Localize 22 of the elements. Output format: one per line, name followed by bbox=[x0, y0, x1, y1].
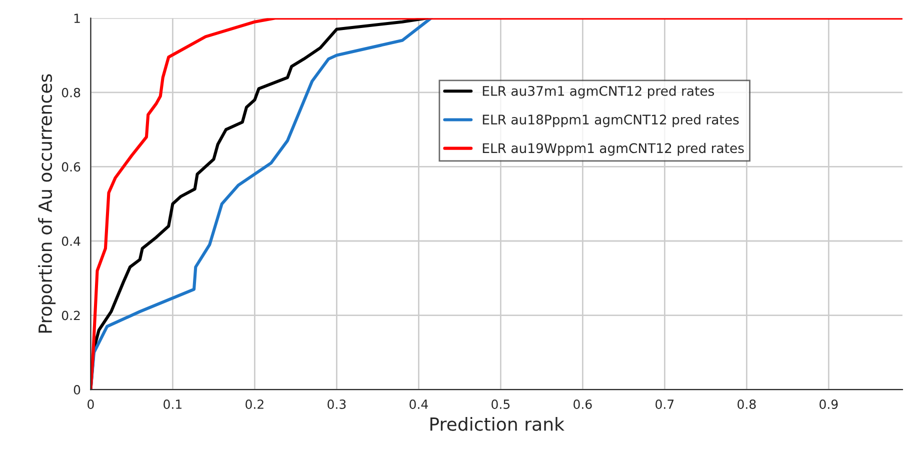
y-tick-label: 0.2 bbox=[62, 310, 80, 320]
x-tick-label: 0 bbox=[88, 400, 94, 409]
x-tick-label: 0.9 bbox=[820, 400, 838, 409]
y-tick-label: 0.6 bbox=[62, 162, 80, 172]
y-tick-label: 1 bbox=[74, 14, 80, 23]
x-tick-label: 0.2 bbox=[246, 400, 264, 409]
x-tick-label: 0.1 bbox=[164, 400, 182, 409]
y-tick-label: 0.8 bbox=[62, 88, 80, 98]
x-tick-label: 0.3 bbox=[328, 400, 346, 409]
y-tick-label: 0 bbox=[74, 385, 80, 395]
x-tick-label: 0.8 bbox=[738, 400, 756, 409]
x-tick-label: 0.4 bbox=[410, 400, 428, 409]
legend-label: ELR au18Pppm1 agmCNT12 pred rates bbox=[482, 114, 739, 128]
x-axis-title: Prediction rank bbox=[430, 416, 564, 431]
x-tick-label: 0.5 bbox=[492, 400, 510, 409]
y-axis-title: Proportion of Au occurrences bbox=[38, 74, 56, 333]
line-series bbox=[90, 18, 902, 390]
x-tick-label: 0.7 bbox=[656, 400, 674, 409]
x-tick-label: 0.6 bbox=[574, 400, 592, 409]
legend-label: ELR au19Wppm1 agmCNT12 pred rates bbox=[482, 142, 744, 156]
legend-label: ELR au37m1 agmCNT12 pred rates bbox=[482, 86, 714, 98]
y-tick-label: 0.4 bbox=[62, 236, 80, 246]
